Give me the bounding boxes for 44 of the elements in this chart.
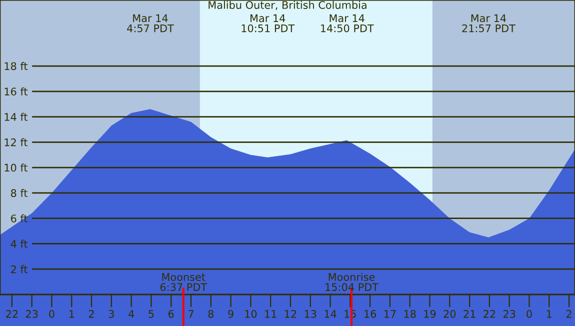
y-tick-label: 14 ft	[4, 112, 28, 121]
x-tick-label: 22	[6, 310, 18, 318]
chart-title: Malibu Outer, British Columbia	[208, 0, 366, 10]
x-tick-label: 9	[228, 310, 234, 318]
x-tick-label: 11	[265, 310, 276, 318]
x-tick-label: 12	[285, 310, 296, 318]
y-tick-label: 18 ft	[4, 62, 28, 70]
annotation: Mar 14 21:57 PDT	[462, 14, 516, 32]
annotation: Mar 14 14:50 PDT	[321, 14, 374, 32]
x-tick-label: 23	[503, 310, 516, 318]
ref-line-label: Moonrise 15:04 PDT	[326, 272, 379, 292]
y-tick-label: 8 ft	[10, 188, 28, 198]
x-tick-label: 19	[424, 310, 436, 318]
x-tick-label: 1	[69, 310, 74, 318]
x-tick-label: 13	[304, 310, 316, 318]
x-tick-label: 16	[364, 310, 376, 318]
x-tick-label: 3	[108, 310, 114, 318]
x-tick-label: 10	[245, 310, 257, 318]
x-tick-label: 1	[546, 310, 552, 318]
y-tick-label: 6 ft	[11, 214, 28, 222]
ref-line-label: Moonset 6:37 PDT	[160, 273, 208, 292]
x-tick-label: 0	[526, 310, 532, 318]
y-tick-label: 4 ft	[10, 240, 28, 248]
y-tick-label: 12 ft	[4, 138, 28, 146]
x-tick-label: 17	[384, 310, 396, 318]
x-tick-label: 4	[128, 310, 134, 318]
x-tick-label: 23	[26, 310, 38, 318]
x-tick-label: 6	[168, 310, 174, 318]
x-tick-label: 18	[404, 310, 416, 318]
x-tick-label: 2	[88, 310, 94, 318]
annotation: Mar 14 4:57 PDT	[127, 14, 174, 32]
y-tick-label: 2 ft	[11, 265, 28, 274]
x-tick-label: 8	[208, 310, 214, 318]
y-tick-label: 16 ft	[4, 87, 28, 96]
x-tick-label: 0	[49, 310, 54, 318]
x-tick-label: 2	[566, 310, 572, 318]
x-tick-label: 21	[464, 310, 476, 318]
annotation: Mar 14 10:51 PDT	[242, 14, 295, 32]
x-tick-label: 7	[188, 310, 194, 318]
y-tick-label: 10 ft	[4, 164, 28, 172]
x-tick-label: 5	[148, 310, 154, 318]
x-tick-label: 20	[444, 310, 456, 318]
x-tick-label: 22	[484, 310, 496, 318]
x-tick-label: 14	[324, 310, 336, 318]
